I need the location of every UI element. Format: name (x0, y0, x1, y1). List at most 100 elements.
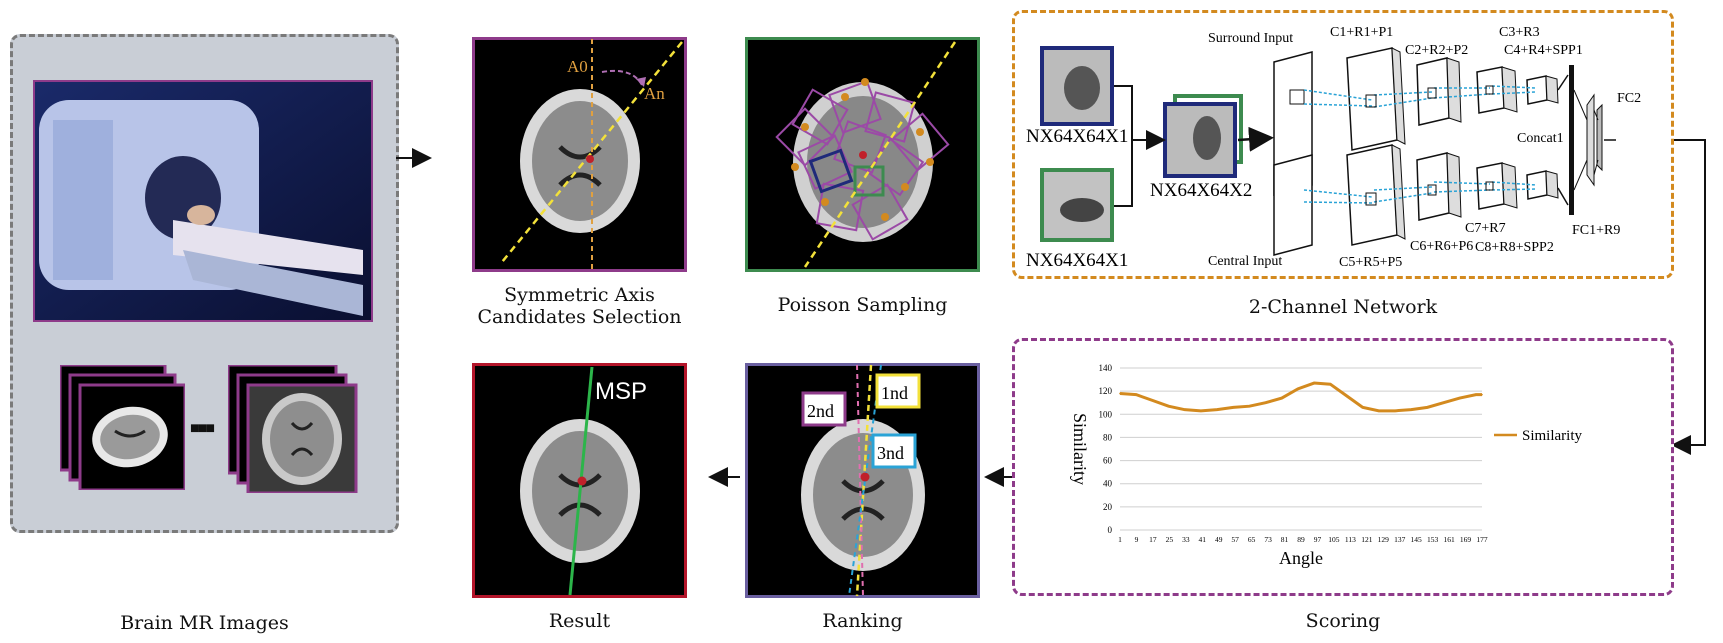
xtick-label-14: 113 (1345, 535, 1356, 544)
label-c5: C5+R5+P5 (1339, 255, 1402, 270)
xtick-label-22: 177 (1476, 535, 1488, 544)
caption-symmetric-1: Symmetric Axis (504, 284, 655, 306)
xtick-label-15: 121 (1361, 535, 1373, 544)
series-line-similarity (1119, 381, 1482, 413)
data-point-6 (1216, 408, 1218, 411)
label-c6: C6+R6+P6 (1410, 239, 1473, 254)
data-point-12 (1313, 382, 1315, 384)
data-point-4 (1183, 408, 1186, 411)
label-c2: C2+R2+P2 (1405, 43, 1468, 58)
xtick-label-8: 65 (1248, 535, 1256, 544)
xtick-label-3: 25 (1166, 535, 1174, 544)
xtick-label-1: 9 (1135, 535, 1139, 544)
xtick-label-16: 129 (1378, 535, 1390, 544)
data-point-1 (1135, 393, 1137, 396)
xtick-label-21: 169 (1460, 535, 1472, 544)
mri-scanner-photo (33, 80, 373, 322)
network-panel (1012, 10, 1674, 279)
data-point-17 (1394, 410, 1396, 412)
xtick-label-12: 97 (1314, 535, 1322, 544)
ytick-label-2: 40 (1103, 479, 1113, 489)
ytick-label-1: 20 (1103, 502, 1113, 512)
data-point-2 (1151, 399, 1154, 402)
xtick-label-9: 73 (1264, 535, 1272, 544)
label-patch-top: NX64X64X1 (1026, 126, 1128, 147)
legend-label: Similarity (1522, 428, 1583, 444)
xtick-label-11: 89 (1297, 535, 1305, 544)
label-patch-bottom: NX64X64X1 (1026, 250, 1128, 271)
data-point-11 (1297, 388, 1299, 390)
caption-brain-mr: Brain MR Images (120, 612, 289, 634)
xtick-label-4: 33 (1182, 535, 1190, 544)
xtick-label-2: 17 (1149, 535, 1157, 544)
data-point-5 (1200, 410, 1202, 412)
label-msp: MSP (595, 378, 647, 405)
rank-third-label: 3nd (877, 443, 904, 463)
y-axis-label: Similarity (1070, 413, 1090, 485)
data-point-9 (1264, 401, 1267, 404)
brain-stack-left (60, 365, 185, 490)
data-point-0 (1119, 392, 1121, 395)
data-point-8 (1248, 405, 1251, 407)
data-point-20 (1442, 401, 1445, 404)
data-point-21 (1458, 397, 1461, 399)
caption-ranking: Ranking (822, 610, 903, 632)
label-c1: C1+R1+P1 (1330, 25, 1393, 40)
x-axis-label: Angle (1279, 548, 1323, 568)
axis-label-a0: A0 (567, 57, 588, 76)
data-point-16 (1378, 410, 1380, 412)
network-diagram: NX64X64X1 NX64X64X1 NX64X64X2 Surround I… (1026, 25, 1641, 271)
label-central-input: Central Input (1208, 254, 1282, 269)
ytick-label-7: 140 (1099, 363, 1113, 373)
xtick-label-20: 161 (1443, 535, 1455, 544)
rank-first-label: 1nd (881, 383, 908, 403)
ranking-panel: 2nd 1nd 3nd (745, 363, 980, 598)
data-point-3 (1167, 405, 1170, 407)
ytick-label-3: 60 (1103, 456, 1113, 466)
xtick-label-6: 49 (1215, 535, 1223, 544)
xtick-label-0: 1 (1118, 535, 1122, 544)
caption-scoring: Scoring (1305, 610, 1381, 632)
data-point-22 (1475, 393, 1477, 396)
symmetric-axis-panel: A0 An (472, 37, 687, 272)
ellipsis-dots: ■■■ (190, 420, 215, 437)
label-c7: C7+R7 (1465, 221, 1506, 236)
data-point-18 (1410, 408, 1413, 411)
caption-result: Result (548, 610, 611, 632)
brain-stack-right (228, 365, 358, 493)
rank-second-label: 2nd (807, 401, 834, 421)
data-point-15 (1361, 406, 1364, 409)
label-c3: C3+R3 (1499, 25, 1540, 40)
label-concat: Concat1 (1517, 131, 1564, 146)
caption-network: 2-Channel Network (1248, 296, 1438, 318)
data-point-19 (1426, 406, 1429, 409)
label-fc1: FC1+R9 (1572, 223, 1620, 238)
label-c8: C8+R8+SPP2 (1475, 240, 1554, 255)
result-panel: MSP (472, 363, 687, 598)
data-point-13 (1329, 383, 1332, 385)
xtick-label-17: 137 (1394, 535, 1406, 544)
data-point-23 (1481, 393, 1483, 396)
similarity-chart: 0 20 40 60 80 100 120 140 1 9 17 25 33 41 49 57 65 73 81 89… (1070, 363, 1583, 568)
data-point-14 (1345, 394, 1348, 397)
poisson-sampling-panel (745, 37, 980, 272)
label-surround-input: Surround Input (1208, 31, 1293, 46)
xtick-label-19: 153 (1427, 535, 1439, 544)
label-patch-merged: NX64X64X2 (1150, 180, 1252, 201)
xtick-label-13: 105 (1328, 535, 1340, 544)
data-point-7 (1232, 406, 1235, 409)
axis-label-an: An (644, 84, 665, 103)
ytick-label-6: 120 (1099, 386, 1113, 396)
scoring-panel (1012, 338, 1674, 596)
caption-symmetric-2: Candidates Selection (477, 306, 682, 328)
caption-poisson: Poisson Sampling (777, 294, 948, 316)
xtick-label-10: 81 (1281, 535, 1289, 544)
xtick-label-7: 57 (1231, 535, 1239, 544)
ytick-label-5: 100 (1099, 409, 1113, 419)
xtick-label-5: 41 (1199, 535, 1207, 544)
ytick-label-0: 0 (1108, 525, 1113, 535)
label-fc2: FC2 (1617, 91, 1641, 106)
data-point-10 (1280, 397, 1283, 399)
xtick-label-18: 145 (1411, 535, 1423, 544)
ytick-label-4: 80 (1103, 432, 1113, 442)
